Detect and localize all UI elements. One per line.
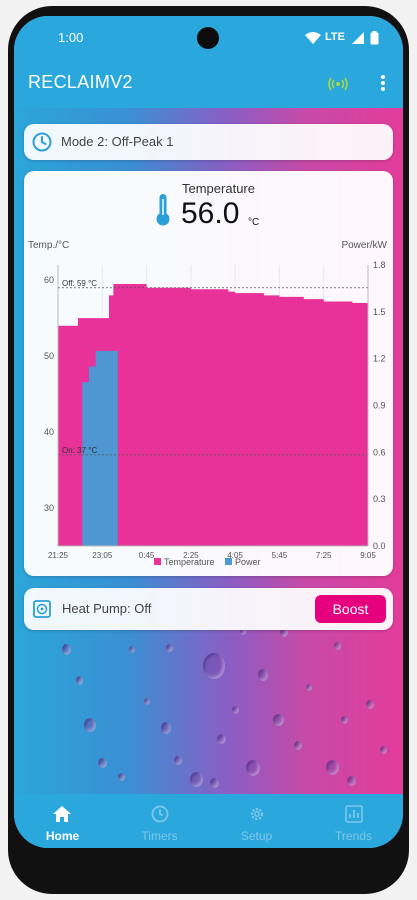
x-tick: 4:05	[227, 551, 243, 560]
y-tick-right: 0.0	[373, 541, 386, 551]
wifi-icon	[305, 32, 321, 44]
app-bar: RECLAIMV2	[14, 58, 403, 108]
temperature-power-chart: Off: 59 °C On: 37 °C 60 50 40 30 1.8 1.5 1.2 0.9 0…	[44, 260, 386, 560]
water-drop	[380, 746, 387, 754]
boost-button[interactable]: Boost	[315, 595, 386, 623]
camera-cutout	[197, 27, 219, 49]
water-drop	[240, 628, 246, 635]
x-tick: 0:45	[139, 551, 155, 560]
x-tick: 5:45	[272, 551, 288, 560]
water-drop	[129, 646, 135, 653]
water-drop	[118, 773, 125, 781]
water-drop	[62, 644, 71, 655]
legend-swatch-power	[225, 558, 233, 565]
water-drop	[203, 653, 225, 679]
nav-timers-label: Timers	[141, 829, 178, 843]
legend-label-temperature: Temperature	[164, 557, 215, 567]
water-drop	[210, 778, 219, 788]
y-tick-left: 60	[44, 275, 54, 285]
water-drop	[217, 734, 226, 744]
heat-pump-card: Heat Pump: Off Boost	[24, 588, 393, 630]
battery-icon	[370, 31, 379, 45]
water-drop	[232, 706, 239, 714]
y-tick-left: 40	[44, 427, 54, 437]
water-drop	[246, 760, 260, 776]
water-drop	[294, 741, 302, 750]
water-drop	[334, 642, 341, 650]
temperature-unit: °C	[248, 217, 260, 228]
home-icon	[53, 806, 71, 822]
mode-card[interactable]: Mode 2: Off-Peak 1	[24, 124, 393, 160]
y-tick-right: 0.9	[373, 401, 386, 411]
wifi-signal-icon[interactable]	[328, 77, 348, 91]
water-drop	[326, 760, 339, 775]
nav-timers[interactable]: Timers	[111, 794, 208, 848]
y-axis-left-label: Temp./°C	[28, 240, 70, 251]
y-tick-left: 50	[44, 351, 54, 361]
heat-pump-icon	[33, 600, 51, 618]
status-bar: 1:00 LTE	[14, 16, 403, 58]
nav-home-label: Home	[45, 829, 80, 843]
water-drop	[280, 628, 288, 637]
water-drop	[161, 722, 171, 734]
nav-trends-label: Trends	[335, 829, 372, 843]
y-tick-right: 1.5	[373, 307, 386, 317]
water-drop	[347, 776, 356, 786]
y-axis-right-label: Power/kW	[341, 240, 387, 251]
chart-legend: Temperature Power	[154, 557, 261, 567]
water-drop	[76, 676, 83, 685]
threshold-off-label: Off: 59 °C	[62, 279, 97, 288]
y-tick-right: 0.6	[373, 447, 386, 457]
water-drop	[84, 718, 96, 732]
clock-icon	[32, 132, 52, 152]
x-tick: 2:25	[183, 551, 199, 560]
water-drop	[306, 684, 312, 691]
more-vert-icon[interactable]	[380, 74, 386, 92]
timer-icon	[151, 805, 169, 823]
water-drop	[174, 756, 182, 765]
status-time: 1:00	[58, 30, 84, 45]
bottom-navigation: Home Timers Setup	[14, 794, 403, 848]
x-tick: 21:25	[48, 551, 69, 560]
water-drop	[366, 700, 374, 709]
water-drop	[341, 716, 348, 724]
chart-icon	[345, 805, 363, 823]
water-drop	[144, 698, 150, 705]
app-title: RECLAIMV2	[28, 72, 133, 92]
x-tick: 23:05	[92, 551, 113, 560]
y-tick-right: 0.3	[373, 494, 386, 504]
nav-setup-label: Setup	[240, 829, 273, 843]
nav-setup[interactable]: Setup	[208, 794, 305, 848]
x-tick: 9:05	[360, 551, 376, 560]
temperature-series-area	[58, 283, 368, 546]
legend-label-power: Power	[235, 557, 261, 567]
mode-label: Mode 2: Off-Peak 1	[61, 134, 174, 149]
water-drop	[98, 758, 107, 768]
x-tick: 7:25	[316, 551, 332, 560]
network-type: LTE	[325, 31, 345, 43]
nav-trends[interactable]: Trends	[305, 794, 402, 848]
heat-pump-status: Heat Pump: Off	[62, 601, 152, 616]
phone-screen: 1:00 LTE RECLAIMV2	[14, 16, 403, 848]
y-tick-left: 30	[44, 503, 54, 513]
boost-label: Boost	[332, 601, 369, 617]
legend-swatch-temperature	[154, 558, 161, 565]
temperature-label: Temperature	[182, 181, 255, 196]
chart-card: Temperature 56.0 °C Temp./°C Power/kW Of…	[24, 171, 393, 576]
power-series-area	[58, 350, 118, 546]
y-tick-right: 1.2	[373, 354, 386, 364]
y-tick-right: 1.8	[373, 260, 386, 270]
water-drop	[190, 772, 203, 787]
water-drop	[166, 644, 173, 652]
thermometer-icon	[156, 194, 170, 226]
water-drop	[258, 669, 268, 681]
nav-home[interactable]: Home	[14, 794, 111, 848]
water-drop	[273, 714, 284, 726]
threshold-on-label: On: 37 °C	[62, 446, 97, 455]
settings-icon	[250, 807, 264, 821]
temperature-value: 56.0	[181, 197, 240, 230]
signal-icon	[352, 32, 364, 44]
